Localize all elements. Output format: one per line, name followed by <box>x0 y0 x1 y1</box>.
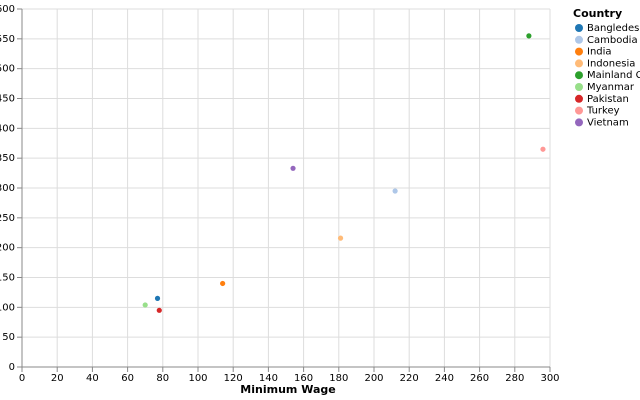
y-tick-label: 150 <box>0 273 15 284</box>
x-tick-label: 80 <box>156 373 169 384</box>
point <box>392 188 398 194</box>
x-tick-label: 40 <box>86 373 99 384</box>
x-tick-label: 100 <box>188 373 207 384</box>
legend-label: Turkey <box>586 106 620 117</box>
x-tick-label: 240 <box>435 373 454 384</box>
x-tick-label: 120 <box>224 373 243 384</box>
x-tick-label: 20 <box>51 373 64 384</box>
legend-swatch <box>575 24 583 32</box>
point <box>290 165 296 171</box>
point <box>156 307 162 313</box>
y-tick-label: 0 <box>9 362 15 373</box>
x-tick-label: 280 <box>505 373 524 384</box>
point <box>526 33 532 39</box>
point <box>142 302 148 308</box>
x-tick-label: 180 <box>329 373 348 384</box>
point <box>540 146 546 152</box>
legend-label: India <box>587 47 612 58</box>
legend-swatch <box>575 94 583 103</box>
x-tick-label: 0 <box>19 373 25 384</box>
legend-swatch <box>575 118 583 127</box>
point <box>154 295 161 301</box>
legend-label: Vietnam <box>587 117 629 128</box>
y-tick-label: 550 <box>0 34 15 45</box>
x-tick-label: 260 <box>470 373 489 384</box>
y-tick-label: 200 <box>0 243 15 254</box>
y-tick-label: 300 <box>0 183 15 194</box>
legend-swatch <box>575 106 583 115</box>
point <box>220 280 226 287</box>
legend-label: Mainland Ch <box>587 70 640 81</box>
legend-label: Indonesia <box>587 58 635 69</box>
legend-swatch <box>575 47 583 56</box>
legend-label: Cambodia <box>587 35 638 46</box>
y-tick-label: 250 <box>0 213 15 224</box>
legend-title: Country <box>573 7 622 20</box>
legend-label: Myanmar <box>587 82 635 93</box>
x-tick-label: 160 <box>294 373 313 384</box>
x-tick-label: 140 <box>259 373 278 384</box>
x-tick-label: 200 <box>364 373 383 384</box>
point <box>337 235 344 241</box>
legend-label: Pakistan <box>587 94 629 105</box>
x-tick-label: 300 <box>540 373 559 384</box>
y-tick-label: 500 <box>0 64 15 75</box>
y-tick-label: 450 <box>0 94 15 105</box>
x-tick-label: 60 <box>121 373 134 384</box>
x-tick-label: 220 <box>400 373 419 384</box>
y-tick-label: 400 <box>0 123 15 134</box>
legend-swatch <box>575 59 583 68</box>
legend-swatch <box>575 71 583 80</box>
legend-swatch <box>575 35 583 44</box>
y-tick-label: 350 <box>0 153 15 164</box>
y-tick-label: 50 <box>2 332 15 343</box>
legend-label: Bangledesh <box>587 23 640 34</box>
y-tick-label: 100 <box>0 302 15 313</box>
x-axis-title: Minimum Wage <box>240 383 335 396</box>
y-tick-label: 600 <box>0 4 15 15</box>
legend-swatch <box>575 83 583 91</box>
